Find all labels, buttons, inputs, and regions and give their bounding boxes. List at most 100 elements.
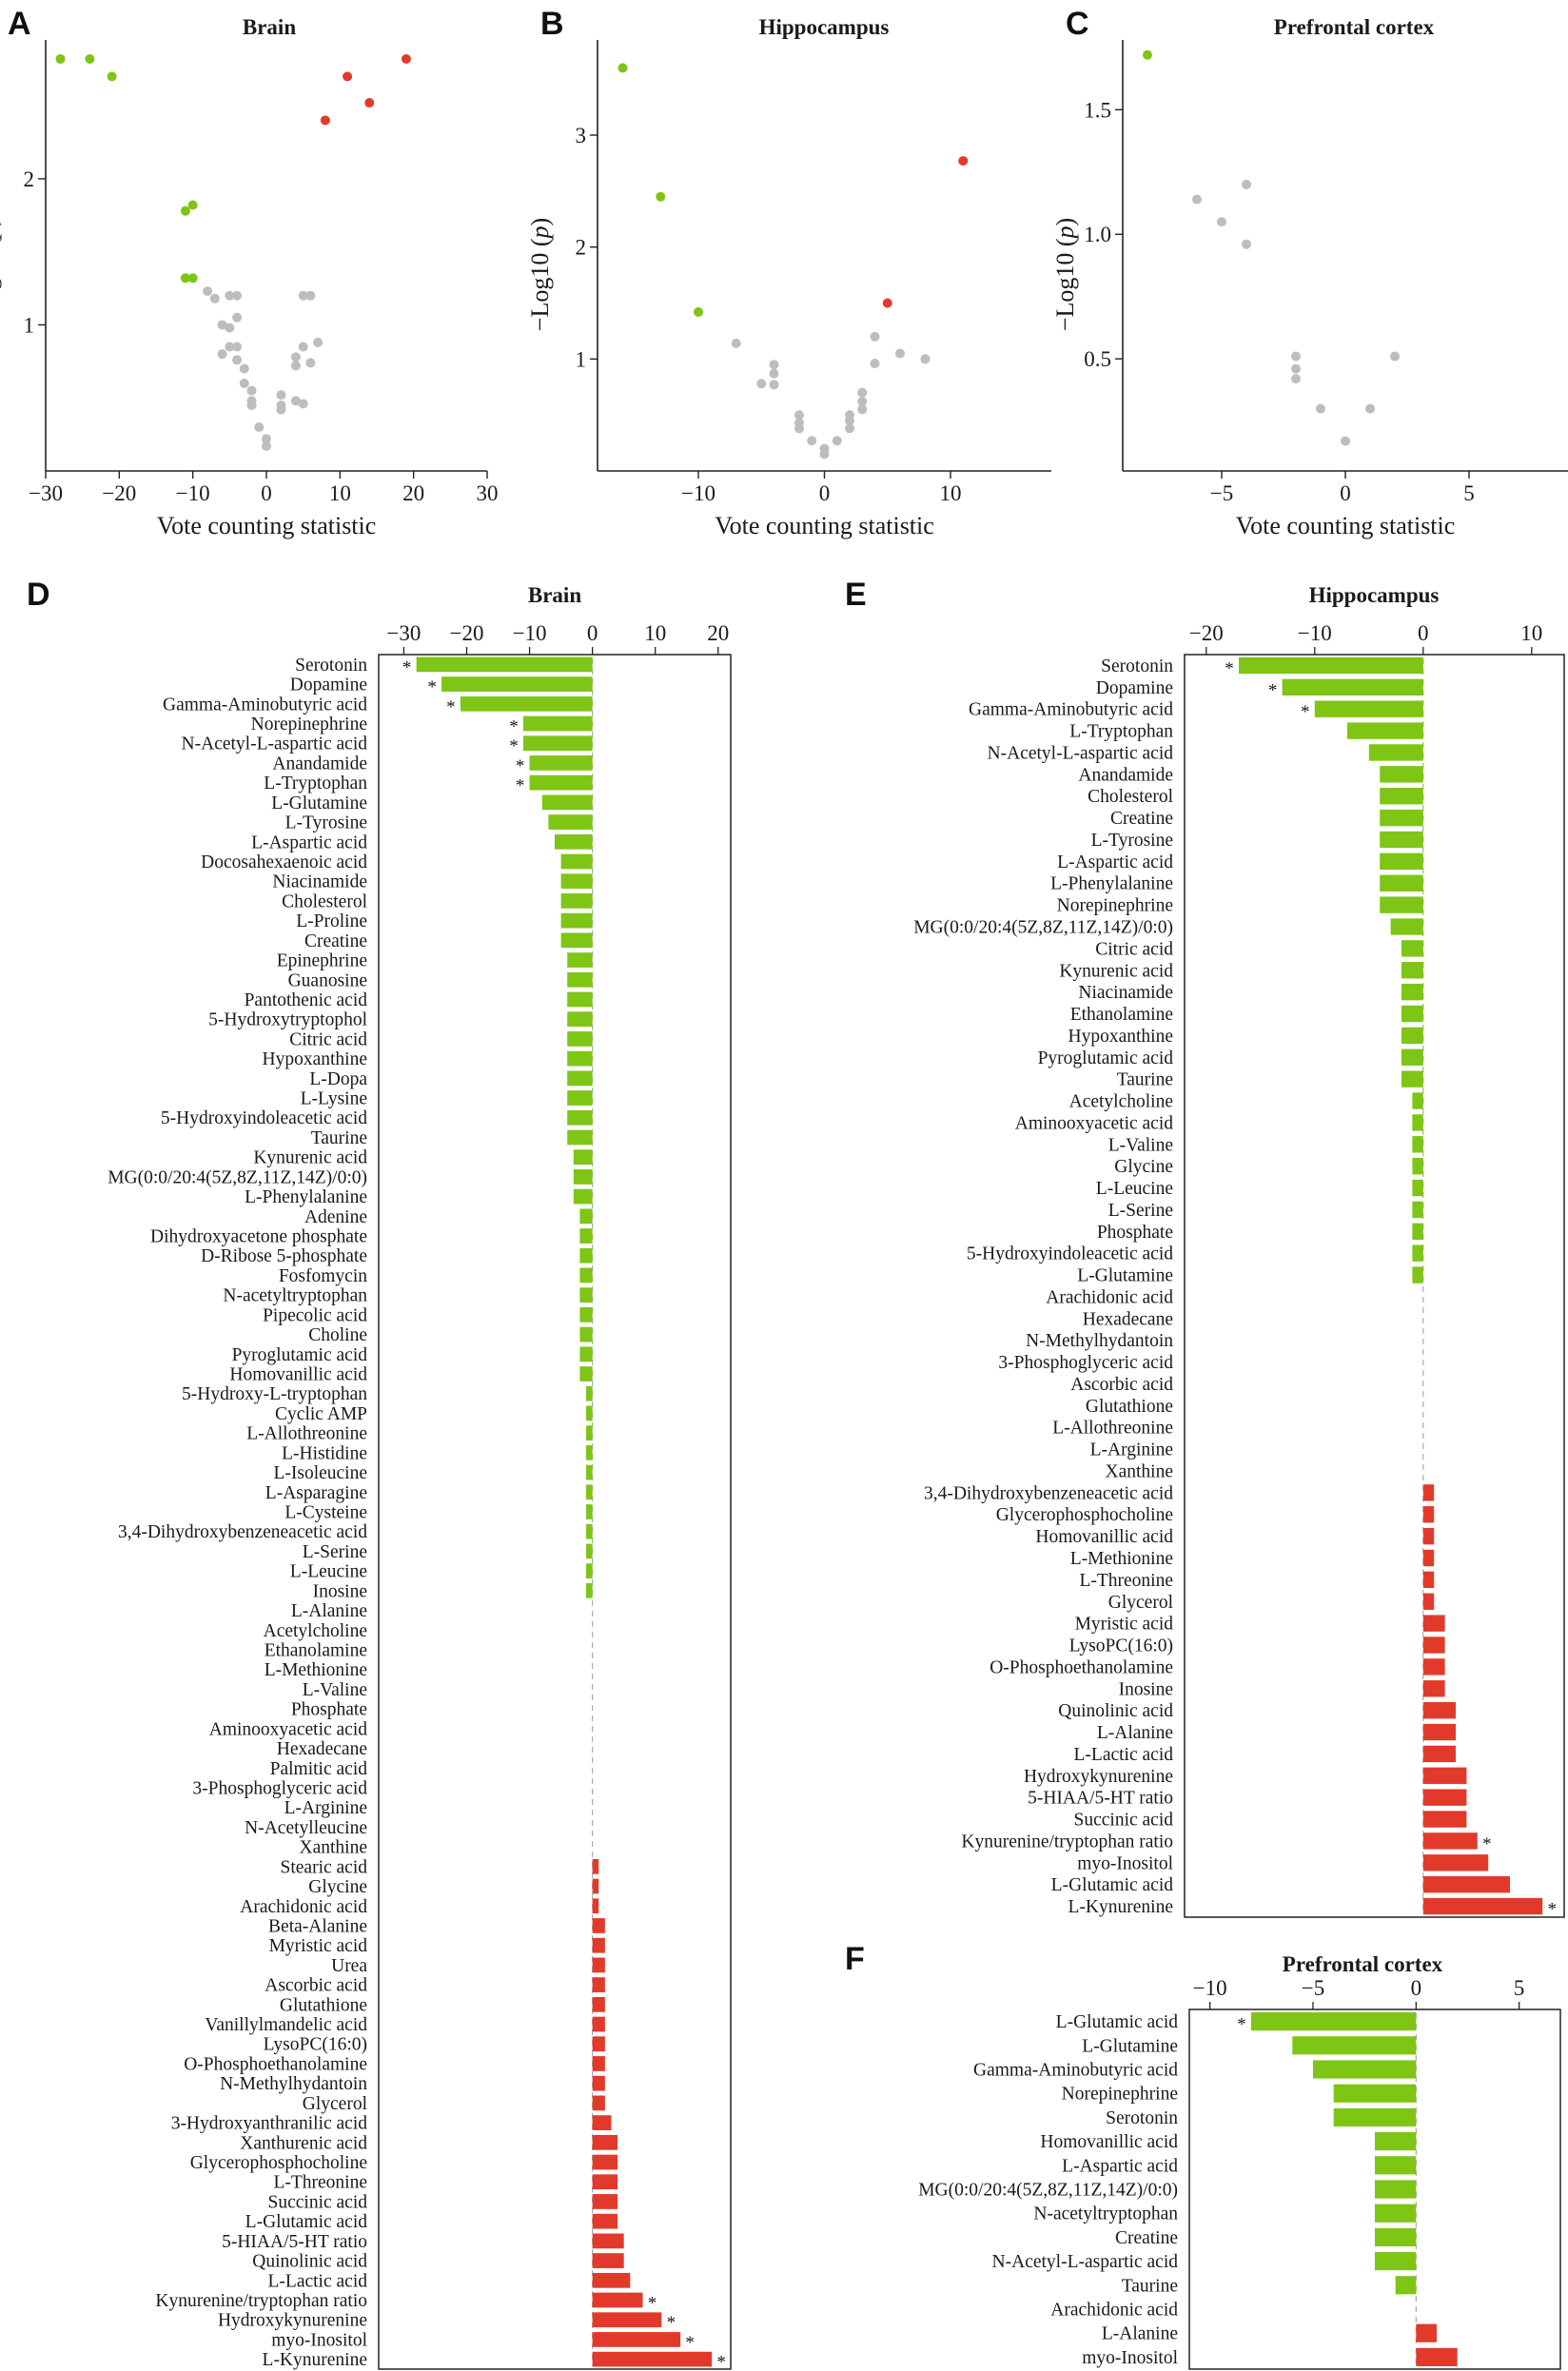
bar-label: Myristic acid <box>269 1936 368 1956</box>
bar-negative <box>1347 722 1423 739</box>
bar-negative <box>579 1346 593 1362</box>
bar-negative <box>522 735 593 752</box>
bar-label: 5-Hydroxyindoleacetic acid <box>967 1244 1173 1264</box>
bar-positive <box>1422 1875 1510 1893</box>
bar-label: Ethanolamine <box>1070 1005 1173 1025</box>
data-point-grey <box>870 331 880 342</box>
bar-label: Succinic acid <box>1074 1811 1174 1831</box>
bar-label: N-Acetylleucine <box>245 1818 367 1838</box>
bar-label: Ascorbic acid <box>265 1976 367 1996</box>
data-point-grey <box>313 337 323 347</box>
bar-positive <box>592 2213 618 2229</box>
bar-positive <box>592 2351 713 2367</box>
significance-star: * <box>1482 1834 1492 1854</box>
data-point-grey <box>305 358 316 368</box>
bar-negative <box>1412 1179 1423 1197</box>
y-tick-label: 0.5 <box>1084 347 1111 371</box>
data-point-grey <box>1217 217 1226 227</box>
bar-positive <box>592 2253 624 2268</box>
bar-negative <box>1313 2060 1417 2079</box>
bar-negative <box>586 1425 593 1441</box>
bar-label: L-Allothreonine <box>1052 1419 1173 1439</box>
x-tick-label: 10 <box>644 621 666 645</box>
bar-negative <box>586 1582 593 1598</box>
y-axis-title: −Log10 (p) <box>526 218 554 331</box>
data-point-grey <box>1291 351 1301 362</box>
bar-negative <box>586 1444 593 1460</box>
panel-label-d: D <box>27 577 50 613</box>
data-point-grey <box>794 410 804 421</box>
plot-frame <box>1184 654 1565 1918</box>
bar-label: Kynurenine/tryptophan ratio <box>155 2291 367 2311</box>
x-tick-label: 20 <box>402 481 424 505</box>
bar-positive <box>1422 1723 1456 1741</box>
significance-star: * <box>716 2353 726 2371</box>
bar-label: L-Allothreonine <box>246 1424 367 1444</box>
bar-label: L-Alanine <box>291 1601 367 1621</box>
data-point-red <box>320 115 330 126</box>
bar-label: LysoPC(16:0) <box>1069 1636 1173 1656</box>
x-axis-title: Vote counting statistic <box>715 512 934 539</box>
bar-label: Creatine <box>1110 809 1173 829</box>
data-point-grey <box>290 352 301 363</box>
bar-negative <box>579 1228 593 1244</box>
y-tick-label: 1.0 <box>1084 223 1111 246</box>
bar-positive <box>592 1878 599 1894</box>
bar-label: Xanthine <box>300 1838 367 1858</box>
bar-label: Creatine <box>304 931 367 951</box>
bar-negative <box>1401 940 1423 957</box>
bar-negative <box>460 696 593 712</box>
data-point-green <box>187 200 198 210</box>
bar-label: Taurine <box>1117 1070 1173 1090</box>
data-point-grey <box>769 368 779 379</box>
bar-label: N-Acetyl-L-aspartic acid <box>988 743 1174 763</box>
bar-label: L-Leucine <box>290 1562 367 1582</box>
x-tick-label: −20 <box>450 621 484 645</box>
y-axis-title: −Log10 (p) <box>1051 218 1079 331</box>
bar-label: Kynurenic acid <box>1059 961 1173 981</box>
data-point-grey <box>298 399 308 409</box>
bar-label: L-Valine <box>303 1680 367 1700</box>
bar-positive <box>592 2174 618 2190</box>
x-tick-label: 10 <box>329 481 351 505</box>
bar-negative <box>560 853 593 870</box>
bar-label: L-Leucine <box>1096 1179 1173 1199</box>
bar-label: L-Serine <box>1108 1201 1173 1221</box>
x-tick-label: −30 <box>29 481 63 505</box>
significance-star: * <box>685 2333 695 2353</box>
data-point-grey <box>845 423 854 434</box>
bar-negative <box>567 1031 593 1047</box>
bar-label: Taurine <box>311 1128 367 1148</box>
bar-positive <box>1422 1527 1435 1545</box>
panel-b-title: Hippocampus <box>759 15 890 39</box>
bar-label: L-Tyrosine <box>285 813 367 833</box>
bar-negative <box>441 676 593 692</box>
data-point-grey <box>857 404 868 415</box>
bar-negative <box>1412 1266 1423 1283</box>
bar-negative <box>567 1011 593 1028</box>
bar-label: L-Lactic acid <box>1074 1745 1174 1765</box>
data-point-grey <box>731 338 741 348</box>
bar-label: Ethanolamine <box>265 1640 367 1660</box>
x-tick-label: 0 <box>1340 481 1351 505</box>
bar-label: Creatine <box>1115 2228 1178 2248</box>
panel-label-a: A <box>8 6 31 42</box>
bar-negative <box>1401 1005 1423 1023</box>
data-point-grey <box>920 354 931 364</box>
bar-label: Niacinamide <box>1078 983 1173 1003</box>
data-point-red <box>882 298 892 308</box>
bar-negative <box>548 814 593 830</box>
x-axis-title: Vote counting statistic <box>1236 512 1456 539</box>
data-point-green <box>85 53 95 64</box>
data-point-grey <box>895 348 905 359</box>
panel-f: F Prefrontal cortex −10 −5 0 5 L-Glutamic ac… <box>845 1941 1561 2370</box>
bar-label: Citric acid <box>289 1029 367 1049</box>
bar-label: L-Phenylalanine <box>245 1187 367 1207</box>
bar-label: N-Acetyl-L-aspartic acid <box>182 735 368 754</box>
x-tick-label: 0 <box>1411 1976 1422 2000</box>
bar-negative <box>1380 831 1423 849</box>
bar-label: L-Valine <box>1108 1135 1173 1155</box>
bar-negative <box>1380 766 1423 783</box>
bar-positive <box>592 2154 618 2170</box>
x-tick-label: 0 <box>1418 621 1429 645</box>
